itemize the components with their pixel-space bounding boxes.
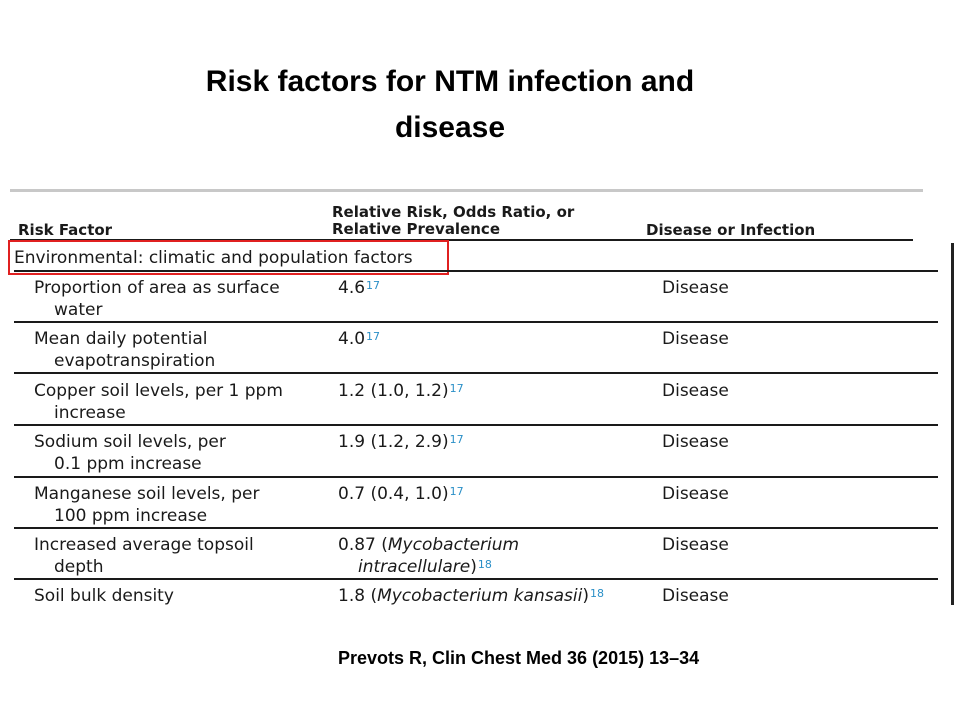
table-row-value: 0.7 (0.4, 1.0)17 — [338, 484, 464, 504]
table-row-value: 4.017 — [338, 329, 381, 349]
table-row-value: 0.87 (Mycobacterium intracellulare)18 — [338, 535, 520, 577]
reference-superscript[interactable]: 17 — [366, 330, 381, 343]
row-rule — [14, 270, 938, 272]
table-row-disease: Disease — [662, 484, 729, 504]
table-row-disease: Disease — [662, 329, 729, 349]
table-row-disease: Disease — [662, 586, 729, 606]
header-disease: Disease or Infection — [646, 221, 816, 239]
table-row-factor: Proportion of area as surface water — [34, 278, 280, 320]
table-row-factor: Sodium soil levels, per 0.1 ppm increase — [34, 432, 226, 474]
table-row-disease: Disease — [662, 381, 729, 401]
reference-superscript[interactable]: 17 — [449, 382, 464, 395]
table-row-disease: Disease — [662, 535, 729, 555]
row-rule — [14, 424, 938, 426]
reference-superscript[interactable]: 17 — [449, 485, 464, 498]
section-label: Environmental: climatic and population f… — [14, 248, 413, 268]
slide-title-line1: Risk factors for NTM infection and — [205, 65, 695, 98]
table-row-value: 1.8 (Mycobacterium kansasii)18 — [338, 586, 604, 606]
reference-superscript[interactable]: 17 — [449, 433, 464, 446]
header-rule — [10, 239, 913, 241]
table-row-factor: Manganese soil levels, per 100 ppm increa… — [34, 484, 260, 526]
citation: Prevots R, Clin Chest Med 36 (2015) 13–3… — [338, 648, 700, 668]
header-relative-risk-line2: Relative Prevalence — [332, 220, 500, 238]
table-row-factor: Soil bulk density — [34, 586, 174, 606]
row-rule — [14, 476, 938, 478]
table-row-factor: Copper soil levels, per 1 ppm increase — [34, 381, 283, 423]
slide-title-line2: disease — [394, 111, 506, 144]
table-row-value: 1.2 (1.0, 1.2)17 — [338, 381, 464, 401]
header-relative-risk: Relative Risk, Odds Ratio, or Relative P… — [332, 204, 574, 238]
reference-superscript[interactable]: 18 — [477, 558, 492, 571]
header-risk-factor: Risk Factor — [18, 221, 113, 239]
reference-superscript[interactable]: 17 — [366, 279, 381, 292]
table-row-value: 4.617 — [338, 278, 381, 298]
table-row-disease: Disease — [662, 432, 729, 452]
table-row-value: 1.9 (1.2, 2.9)17 — [338, 432, 464, 452]
highlight-box — [8, 240, 449, 275]
table-row-factor: Increased average topsoil depth — [34, 535, 254, 577]
row-rule — [14, 321, 938, 323]
table-right-border — [951, 243, 954, 605]
table-top-rule — [10, 189, 923, 192]
row-rule — [14, 578, 938, 580]
table-row-disease: Disease — [662, 278, 729, 298]
reference-superscript[interactable]: 18 — [589, 587, 604, 600]
header-relative-risk-line1: Relative Risk, Odds Ratio, or — [332, 203, 575, 221]
table-row-factor: Mean daily potential evapotranspiration — [34, 329, 216, 371]
row-rule — [14, 372, 938, 374]
row-rule — [14, 527, 938, 529]
